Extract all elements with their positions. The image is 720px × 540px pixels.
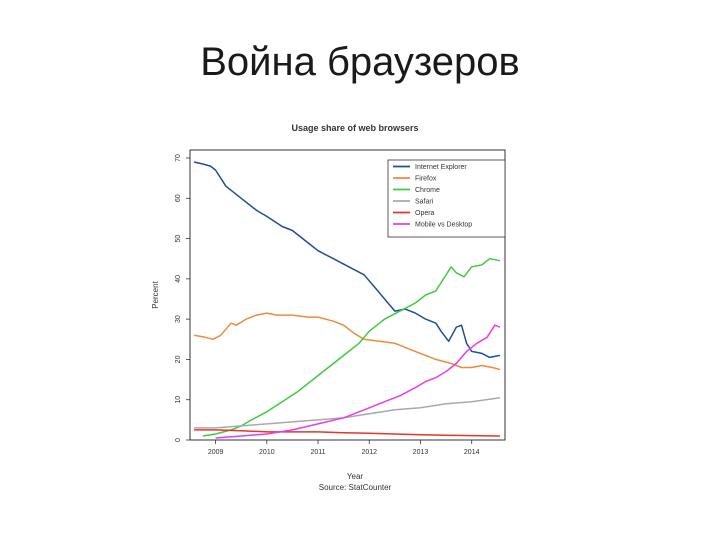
chart-title: Usage share of web browsers [291,123,418,133]
x-tick-label: 2011 [311,449,326,456]
x-tick-label: 2009 [208,449,224,456]
series-line-chrome [202,257,501,437]
series-line-firefox [193,312,501,371]
legend-label: Internet Explorer [415,164,467,171]
legend-label: Chrome [415,187,440,194]
series-line-safari [194,396,501,429]
line-chart: Usage share of web browsers 0 10 20 30 40 50 6… [151,123,506,492]
y-tick-label: 10 [175,396,182,404]
series-line-opera [194,429,500,437]
x-axis-label: Year [347,472,364,481]
y-tick-label: 30 [175,315,182,323]
x-tick-label: 2012 [361,449,377,456]
y-tick-label: 0 [175,438,182,442]
legend-label: Mobile vs Desktop [415,222,472,229]
y-tick-label: 60 [175,194,182,202]
legend-label: Safari [415,199,434,206]
x-tick-label: 2014 [464,449,480,456]
y-tick-label: 50 [175,235,182,243]
x-tick-label: 2013 [413,449,429,456]
y-axis-label: Percent [151,280,160,308]
chart-container: Usage share of web browsers 0 10 20 30 40 50 6… [150,115,530,505]
series-line-internet-explorer [193,161,501,359]
y-tick-label: 20 [175,355,182,363]
x-tick-label: 2010 [259,449,275,456]
slide-title: Война браузеров [200,40,520,84]
legend-label: Firefox [415,176,437,183]
chart-caption: Source: StatCounter [319,483,392,492]
y-tick-label: 70 [175,154,182,162]
series-line-mobile-vs-desktop [215,324,501,439]
legend-label: Opera [415,210,435,217]
plot-frame [189,149,506,441]
legend: Internet Explorer Firefox Chrome Safari Oper… [387,159,506,238]
y-tick-label: 40 [175,275,182,283]
